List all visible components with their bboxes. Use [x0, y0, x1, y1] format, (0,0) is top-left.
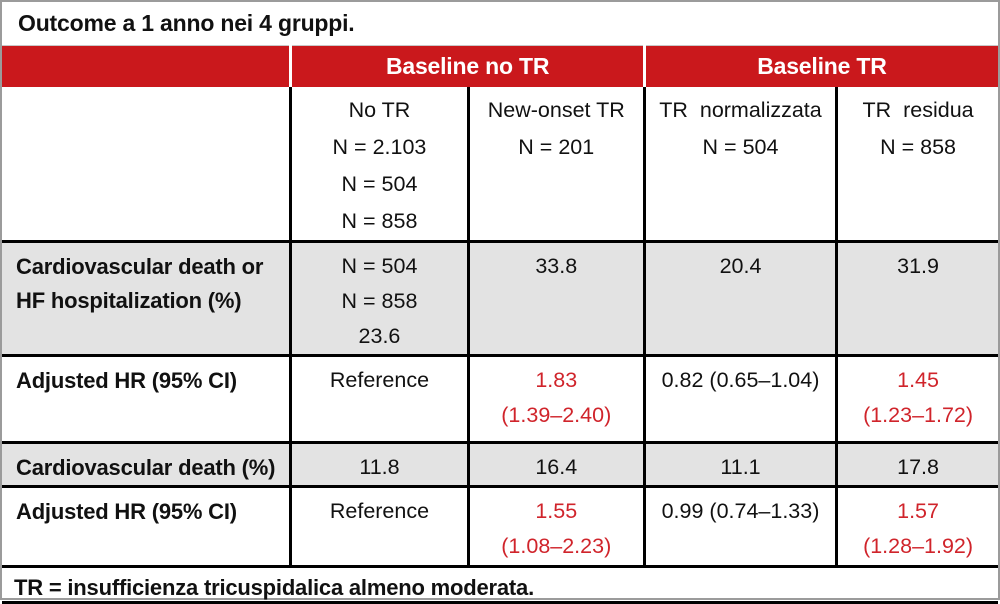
table-title: Outcome a 1 anno nei 4 gruppi. — [18, 10, 355, 36]
group-header-empty — [2, 44, 291, 87]
data-cell: Reference — [290, 354, 470, 443]
data-cell: 1.45 (1.23–1.72) — [836, 354, 998, 443]
footnote-row: TR = insufficienza tricuspidalica almeno… — [2, 565, 998, 604]
row-label: Adjusted HR (95% CI) — [2, 485, 293, 567]
data-cell: 20.4 — [644, 240, 839, 356]
group-header-row: Baseline no TR Baseline TR — [2, 44, 998, 87]
table-title-row: Outcome a 1 anno nei 4 gruppi. — [2, 2, 998, 45]
data-cell: 1.83 (1.39–2.40) — [468, 354, 646, 443]
column-header-new-onset-tr: New-onset TR N = 201 — [468, 87, 646, 242]
column-header-no-tr: No TR N = 2.103 N = 504 N = 858 — [290, 87, 470, 242]
data-cell: 1.55 (1.08–2.23) — [468, 485, 646, 567]
data-cell: 0.99 (0.74–1.33) — [644, 485, 839, 567]
data-cell: 16.4 — [468, 441, 646, 487]
table-row-adjusted-hr-2: Adjusted HR (95% CI) Reference 1.55 (1.0… — [2, 485, 998, 567]
table-row-cv-death-hf: Cardiovascular death or HF hospitalizati… — [2, 240, 998, 356]
column-header-tr-residua: TR residua N = 858 — [862, 98, 974, 159]
header-group-baseline-tr: Baseline TR — [642, 44, 998, 87]
data-cell: 31.9 — [836, 240, 998, 356]
table-row-cv-death: Cardiovascular death (%) 11.8 16.4 11.1 … — [2, 441, 998, 487]
data-cell: 0.82 (0.65–1.04) — [644, 354, 839, 443]
data-cell: 11.8 — [290, 441, 470, 487]
data-cell: Reference — [290, 485, 470, 567]
column-header-empty — [2, 87, 293, 242]
column-header-tr-normalizzata: TR normalizzata N = 504 — [644, 87, 839, 242]
row-label: Cardiovascular death or HF hospitalizati… — [2, 240, 293, 356]
table-footnote: TR = insufficienza tricuspidalica almeno… — [2, 565, 998, 604]
data-cell: 33.8 — [468, 240, 646, 356]
table-row-adjusted-hr-1: Adjusted HR (95% CI) Reference 1.83 (1.3… — [2, 354, 998, 443]
column-header-row: No TR N = 2.103 N = 504 N = 858 New-onse… — [2, 87, 998, 242]
data-cell: 11.1 — [644, 441, 839, 487]
row-label: Cardiovascular death (%) — [2, 441, 293, 487]
data-cell: 1.57 (1.28–1.92) — [836, 485, 998, 567]
header-group-baseline-no-tr: Baseline no TR — [289, 44, 645, 87]
row-label: Adjusted HR (95% CI) — [2, 354, 293, 443]
data-cell: 17.8 — [836, 441, 998, 487]
data-cell: N = 504 N = 858 23.6 — [290, 240, 470, 356]
